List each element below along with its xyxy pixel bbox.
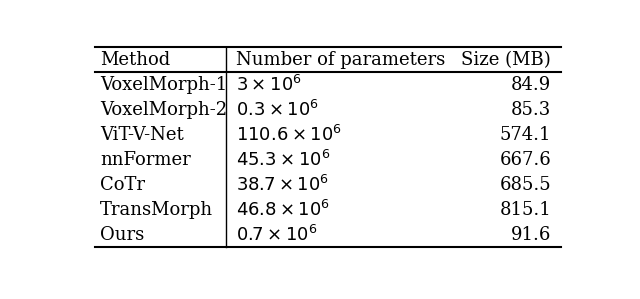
Text: 685.5: 685.5 [500, 176, 551, 194]
Text: $3 \times 10^{6}$: $3 \times 10^{6}$ [236, 75, 302, 95]
Text: 574.1: 574.1 [500, 126, 551, 144]
Text: $45.3 \times 10^{6}$: $45.3 \times 10^{6}$ [236, 150, 331, 170]
Text: nnFormer: nnFormer [100, 151, 191, 169]
Text: $46.8 \times 10^{6}$: $46.8 \times 10^{6}$ [236, 200, 330, 220]
Text: Method: Method [100, 51, 170, 69]
Text: Ours: Ours [100, 226, 144, 244]
Text: VoxelMorph-2: VoxelMorph-2 [100, 101, 227, 119]
Text: Number of parameters: Number of parameters [236, 51, 445, 69]
Text: VoxelMorph-1: VoxelMorph-1 [100, 76, 227, 94]
Text: TransMorph: TransMorph [100, 201, 213, 219]
Text: $110.6 \times 10^{6}$: $110.6 \times 10^{6}$ [236, 125, 342, 145]
Text: 85.3: 85.3 [511, 101, 551, 119]
Text: ViT-V-Net: ViT-V-Net [100, 126, 184, 144]
Text: CoTr: CoTr [100, 176, 145, 194]
Text: 91.6: 91.6 [511, 226, 551, 244]
Text: $0.7 \times 10^{6}$: $0.7 \times 10^{6}$ [236, 225, 318, 245]
Text: 84.9: 84.9 [511, 76, 551, 94]
Text: 667.6: 667.6 [499, 151, 551, 169]
Text: $38.7 \times 10^{6}$: $38.7 \times 10^{6}$ [236, 175, 330, 195]
Text: $0.3 \times 10^{6}$: $0.3 \times 10^{6}$ [236, 100, 319, 120]
Text: Size (MB): Size (MB) [461, 51, 551, 69]
Text: 815.1: 815.1 [499, 201, 551, 219]
